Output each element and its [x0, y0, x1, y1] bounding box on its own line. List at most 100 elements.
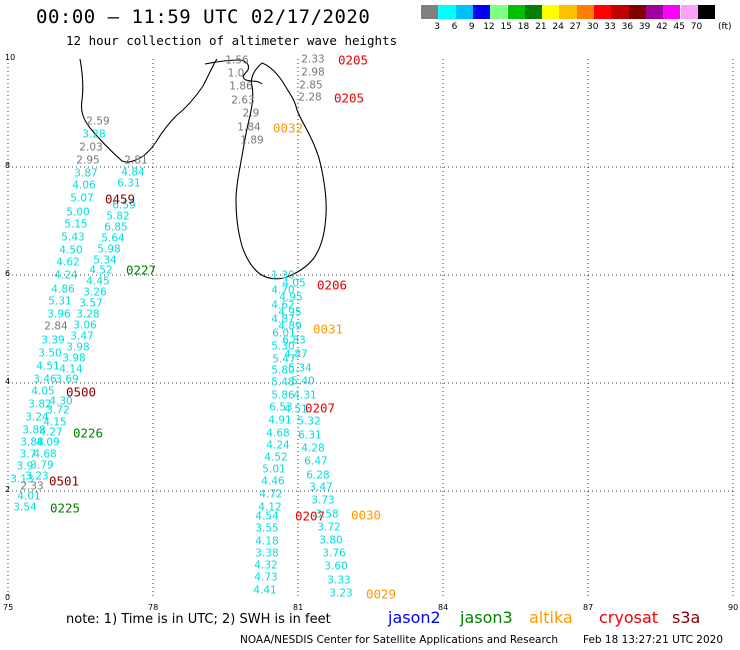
- wave-height-value: 5.86: [271, 389, 295, 402]
- colorbar-label: 12: [483, 22, 495, 32]
- wave-height-value: 3.50: [38, 347, 62, 360]
- wave-height-value: 3.24: [25, 411, 49, 424]
- colorbar-label: 3: [434, 22, 441, 32]
- wave-height-value: 4.68: [266, 427, 290, 440]
- legend-jason2: jason2: [388, 608, 441, 627]
- wave-height-value: 3.79: [30, 459, 54, 472]
- y-tick-label: 6: [5, 269, 11, 278]
- wave-height-value: 3.28: [76, 308, 100, 321]
- pass-time-label: 0207: [294, 508, 326, 524]
- wave-height-value: 5.00: [66, 206, 90, 219]
- wave-height-value: 6.01: [272, 327, 296, 340]
- x-tick-label: 90: [728, 603, 739, 612]
- wave-height-value: 4.95: [278, 306, 302, 319]
- colorbar-swatch: [438, 5, 456, 19]
- colorbar-unit: (ft): [718, 22, 732, 32]
- pass-time-label: 0225: [49, 500, 81, 516]
- colorbar-swatch: [576, 5, 594, 19]
- wave-height-value: 5.01: [262, 463, 286, 476]
- y-tick-label: 10: [5, 53, 16, 62]
- wave-height-value: 5.34: [288, 362, 312, 375]
- wave-height-value: 5.43: [61, 231, 85, 244]
- wave-height-value: 4.62: [271, 299, 295, 312]
- wave-height-value: 4.18: [255, 535, 279, 548]
- wave-height-value: 6.28: [306, 469, 330, 482]
- wave-height-value: 3.96: [47, 308, 71, 321]
- colorbar-label: 21: [535, 22, 547, 32]
- page-title: 00:00 – 11:59 UTC 02/17/2020: [36, 6, 371, 28]
- wave-height-value: 2.95: [76, 154, 100, 167]
- wave-height-value: 3.23: [329, 587, 353, 600]
- wave-height-value: 1.0: [227, 67, 245, 80]
- colorbar-swatch: [645, 5, 664, 19]
- legend-altika: altika: [529, 608, 573, 627]
- timestamp-text: Feb 18 13:27:21 UTC 2020: [583, 634, 723, 646]
- footer-note: note: 1) Time is in UTC; 2) SWH is in fe…: [66, 612, 331, 627]
- wave-height-value: 4.46: [261, 475, 285, 488]
- colorbar-swatch: [455, 5, 473, 19]
- wave-height-value: 2.84: [44, 320, 68, 333]
- pass-time-label: 0226: [72, 425, 104, 441]
- wave-height-value: 6.31: [298, 429, 322, 442]
- colorbar-swatch: [680, 5, 698, 19]
- colorbar-label: 24: [552, 22, 564, 32]
- wave-height-value: 5.98: [97, 243, 121, 256]
- wave-height-value: 3.76: [322, 547, 346, 560]
- wave-height-value: 4.30: [49, 395, 73, 408]
- wave-height-value: 5.07: [70, 192, 94, 205]
- wave-height-value: 5.15: [64, 218, 88, 231]
- wave-height-value: 5.48: [271, 376, 295, 389]
- wave-height-value: 4.24: [54, 269, 78, 282]
- wave-height-value: 4.91: [268, 414, 292, 427]
- wave-height-value: 4.89: [278, 320, 302, 333]
- pass-time-label: 0030: [350, 507, 382, 523]
- wave-height-value: 3.88: [20, 436, 44, 449]
- wave-height-value: 3.9: [16, 460, 34, 473]
- wave-height-value: 3.13: [10, 473, 34, 486]
- wave-height-value: 4.95: [279, 291, 303, 304]
- wave-height-value: 6.47: [304, 455, 328, 468]
- wave-height-value: 5.34: [93, 254, 117, 267]
- wave-height-value: 3.33: [327, 574, 351, 587]
- wave-height-value: 3.26: [83, 286, 107, 299]
- wave-height-value: 3.54: [13, 501, 37, 514]
- colorbar-swatch: [421, 5, 439, 19]
- india-coastline: [79, 58, 218, 163]
- colorbar-label: 33: [604, 22, 616, 32]
- wave-height-value: 4.86: [51, 283, 75, 296]
- wave-height-value: 4.12: [258, 501, 282, 514]
- wave-height-value: 3.98: [62, 352, 86, 365]
- wave-height-value: 5.32: [297, 415, 321, 428]
- colorbar-label: 39: [638, 22, 651, 32]
- colorbar-swatch: [594, 5, 612, 19]
- y-tick-label: 0: [5, 593, 11, 602]
- x-tick-label: 81: [293, 603, 304, 612]
- wave-height-value: 4.87: [284, 348, 308, 361]
- colorbar-swatch: [490, 5, 508, 19]
- wave-height-value: 4.15: [43, 416, 67, 429]
- pass-time-label: 0032: [272, 120, 304, 136]
- pass-time-label: 0207: [304, 400, 336, 416]
- page-subtitle: 12 hour collection of altimeter wave hei…: [66, 33, 398, 48]
- colorbar-label: 70: [690, 22, 703, 32]
- wave-height-value: 3.58: [315, 508, 339, 521]
- colorbar-label: 36: [621, 22, 634, 32]
- legend-jason3: jason3: [460, 608, 513, 627]
- wave-height-value: 1.30: [271, 269, 295, 282]
- wave-height-value: 6.85: [104, 221, 128, 234]
- wave-height-value: 4.50: [59, 244, 83, 257]
- wave-height-value: 3.69: [55, 373, 79, 386]
- wave-height-value: 4.27: [39, 426, 63, 439]
- pass-time-label: 0031: [312, 321, 344, 337]
- wave-height-value: 5.31: [48, 295, 72, 308]
- wave-height-value: 2.59: [86, 115, 110, 128]
- wave-height-value: 2.63: [231, 94, 255, 107]
- wave-height-value: 3.60: [324, 560, 348, 573]
- colorbar-label: 42: [656, 22, 668, 32]
- colorbar-label: 6: [451, 22, 458, 32]
- wave-height-value: 3.55: [255, 522, 279, 535]
- wave-height-value: 1.89: [240, 134, 264, 147]
- colorbar-swatch: [507, 5, 525, 19]
- x-tick-label: 84: [438, 603, 449, 612]
- sri-lanka-coastline: [235, 62, 327, 280]
